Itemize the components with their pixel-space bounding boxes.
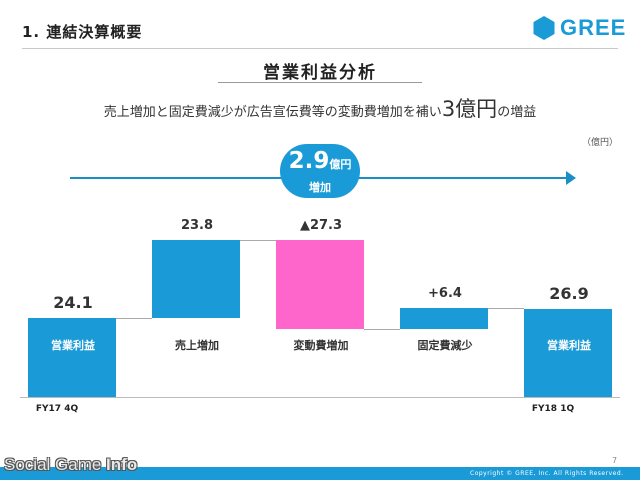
- category-label: 営業利益: [547, 339, 591, 352]
- subtitle: 売上増加と固定費減少が広告宣伝費等の変動費増加を補い3億円の増益: [0, 93, 640, 123]
- bar-5: [524, 308, 612, 397]
- slide-title: 営業利益分析: [263, 63, 377, 83]
- subtitle-suffix: の増益: [497, 105, 537, 120]
- period-label: FY17 4Q: [35, 404, 79, 414]
- bar-2: [152, 239, 240, 318]
- connector-line: [240, 239, 276, 241]
- badge-label: 増加: [309, 181, 331, 194]
- hexagon-logo-icon: [533, 16, 555, 40]
- bar-value-label: 26.9: [549, 283, 589, 303]
- header-divider: [22, 48, 618, 49]
- chart-baseline: [20, 397, 620, 398]
- badge-number: 2.9: [288, 148, 330, 174]
- category-label: 営業利益: [51, 339, 95, 352]
- increase-badge: 2.9億円 増加: [280, 144, 360, 198]
- category-label: 売上増加: [175, 339, 219, 352]
- logo-text: GREE: [560, 15, 627, 40]
- category-label: 固定費減少: [417, 339, 473, 352]
- bar-value-label: ▲27.3: [299, 217, 343, 233]
- watermark-text: Social Game: [4, 455, 107, 474]
- page-number: 7: [612, 456, 618, 465]
- title-underline: [218, 82, 422, 83]
- connector-line: [364, 329, 400, 331]
- watermark: Social Game Info: [4, 455, 137, 475]
- period-label: FY18 1Q: [531, 404, 575, 414]
- gree-logo: GREE: [533, 14, 626, 42]
- bar-value-label: 24.1: [53, 292, 93, 312]
- bar-value-label: 23.8: [180, 217, 214, 233]
- category-label: 変動費増加: [293, 339, 349, 352]
- trend-arrow-head-icon: [566, 171, 576, 185]
- connector-line: [116, 317, 152, 319]
- bar-3: [276, 239, 364, 330]
- subtitle-highlight: 3億円: [441, 97, 498, 121]
- section-title: 1. 連結決算概要: [22, 23, 143, 41]
- unit-label: （億円）: [582, 138, 619, 148]
- connector-line: [488, 308, 524, 310]
- subtitle-text: 売上増加と固定費減少が広告宣伝費等の変動費増加を補い: [103, 105, 442, 120]
- bar-1: [28, 317, 116, 397]
- watermark-text-bold: Info: [106, 455, 138, 474]
- copyright: Copyright © GREE, Inc. All Rights Reserv…: [470, 470, 624, 477]
- bar-value-label: +6.4: [428, 286, 462, 302]
- badge-value: 2.9億円: [280, 148, 360, 174]
- footer-bar: [0, 467, 640, 480]
- badge-unit: 億円: [329, 158, 352, 171]
- bar-4: [400, 308, 488, 330]
